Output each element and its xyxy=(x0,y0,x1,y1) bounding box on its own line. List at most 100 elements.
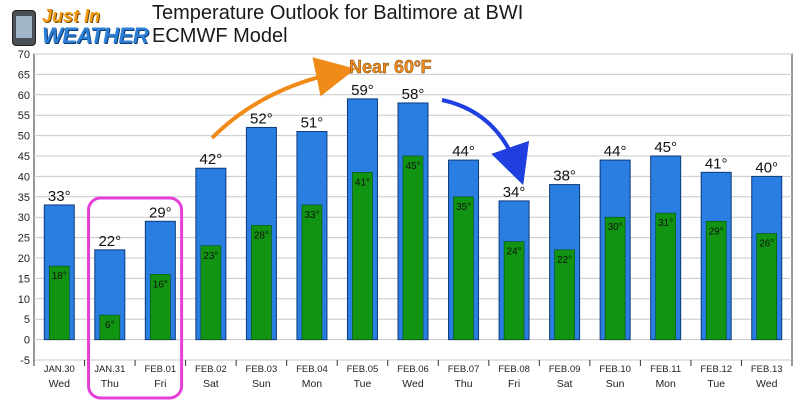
low-temp-label: 23° xyxy=(203,251,218,262)
phone-icon xyxy=(12,10,36,46)
y-tick-label: 30 xyxy=(18,212,30,224)
low-temp-bar xyxy=(352,172,373,340)
high-temp-label: 41° xyxy=(705,155,728,172)
y-tick-label: 0 xyxy=(24,335,30,347)
y-tick-label: -5 xyxy=(20,355,30,367)
high-temp-label: 40° xyxy=(755,159,778,176)
x-date-label: FEB.07 xyxy=(448,364,480,375)
arrow-down-icon xyxy=(441,98,530,186)
just-in-weather-logo: Just In WEATHER xyxy=(6,4,149,48)
x-day-label: Wed xyxy=(402,378,424,390)
low-temp-label: 30° xyxy=(608,222,623,233)
low-temp-bar xyxy=(503,241,525,340)
low-temp-label: 29° xyxy=(709,226,724,237)
low-temp-bar xyxy=(200,245,222,340)
high-temp-label: 58° xyxy=(402,86,425,103)
x-date-label: FEB.10 xyxy=(599,364,631,375)
y-tick-label: 55 xyxy=(18,110,30,122)
low-temp-bar xyxy=(48,265,70,340)
x-day-label: Sat xyxy=(557,378,573,390)
y-tick-label: 65 xyxy=(18,69,30,81)
low-temp-label: 16° xyxy=(153,279,168,290)
x-date-label: FEB.03 xyxy=(246,364,278,375)
x-date-label: FEB.06 xyxy=(397,364,429,375)
y-tick-label: 25 xyxy=(18,233,30,245)
low-temp-bar xyxy=(99,314,121,340)
x-day-label: Thu xyxy=(454,378,472,390)
high-temp-label: 44° xyxy=(452,143,475,160)
low-temp-label: 28° xyxy=(254,230,269,241)
near-60-annotation: Near 60ºF xyxy=(349,57,432,77)
x-date-label: FEB.12 xyxy=(700,364,732,375)
x-date-label: JAN.31 xyxy=(94,364,125,375)
low-temp-bar xyxy=(301,204,323,340)
low-temp-label: 33° xyxy=(304,210,319,221)
low-temp-bar xyxy=(604,216,626,340)
low-temp-label: 31° xyxy=(658,218,673,229)
low-temp-label: 22° xyxy=(557,255,572,266)
y-tick-label: 50 xyxy=(18,131,30,143)
low-temp-bar xyxy=(251,225,272,340)
chart-title-line-2: ECMWF Model xyxy=(152,25,288,47)
x-day-label: Mon xyxy=(655,378,676,390)
x-date-label: FEB.01 xyxy=(144,364,176,375)
low-temp-label: 18° xyxy=(52,271,67,282)
x-day-label: Wed xyxy=(756,378,778,390)
x-date-label: FEB.11 xyxy=(650,364,681,375)
high-temp-label: 38° xyxy=(553,168,576,185)
high-temp-label: 22° xyxy=(98,233,121,250)
chart-title: Temperature Outlook for Baltimore at BWI… xyxy=(152,2,523,48)
y-tick-label: 35 xyxy=(18,192,30,204)
logo-line-1: Just In xyxy=(42,6,101,26)
low-temp-bar xyxy=(554,249,575,340)
x-date-label: FEB.13 xyxy=(751,364,783,375)
chart-title-line-1: Temperature Outlook for Baltimore at BWI xyxy=(152,2,524,24)
high-temp-label: 51° xyxy=(301,115,324,132)
low-temp-label: 45° xyxy=(405,161,420,172)
x-date-label: FEB.08 xyxy=(498,364,530,375)
x-day-label: Wed xyxy=(49,378,71,390)
low-temp-bar xyxy=(705,220,727,340)
low-temp-label: 35° xyxy=(456,202,471,213)
low-temp-bar xyxy=(402,155,424,340)
y-tick-label: 45 xyxy=(18,151,30,163)
y-tick-label: 10 xyxy=(18,294,30,306)
y-tick-label: 5 xyxy=(24,314,30,326)
high-temp-label: 59° xyxy=(351,82,374,99)
x-day-label: Sun xyxy=(252,378,271,390)
high-temp-label: 52° xyxy=(250,110,273,127)
low-temp-bar xyxy=(150,274,171,340)
x-day-label: Sun xyxy=(606,378,625,390)
high-temp-label: 42° xyxy=(200,151,223,168)
high-temp-label: 33° xyxy=(48,188,71,205)
highlight-box xyxy=(87,196,184,400)
low-temp-label: 24° xyxy=(507,247,522,258)
high-temp-label: 44° xyxy=(604,143,627,160)
high-temp-label: 34° xyxy=(503,184,526,201)
x-day-label: Thu xyxy=(101,378,119,390)
x-date-label: FEB.04 xyxy=(296,364,328,375)
y-tick-label: 70 xyxy=(18,49,30,61)
arrow-up-icon xyxy=(210,57,356,140)
y-tick-label: 40 xyxy=(18,171,30,183)
logo-line-2: WEATHER xyxy=(42,23,149,48)
x-day-label: Tue xyxy=(354,378,372,390)
high-temp-label: 45° xyxy=(654,139,677,156)
x-date-label: JAN.30 xyxy=(44,364,75,375)
x-date-label: FEB.02 xyxy=(195,364,227,375)
high-temp-label: 29° xyxy=(149,204,172,221)
y-tick-label: 60 xyxy=(18,90,30,102)
low-temp-label: 6° xyxy=(105,320,115,331)
low-temp-bar xyxy=(756,233,778,340)
y-tick-label: 15 xyxy=(18,273,30,285)
low-temp-bar xyxy=(453,196,474,340)
low-temp-bar xyxy=(655,212,676,340)
x-date-label: FEB.09 xyxy=(549,364,581,375)
low-temp-label: 26° xyxy=(759,239,774,250)
x-day-label: Fri xyxy=(508,378,520,390)
low-temp-label: 41° xyxy=(355,177,370,188)
x-day-label: Fri xyxy=(154,378,166,390)
x-day-label: Tue xyxy=(707,378,725,390)
x-day-label: Mon xyxy=(302,378,323,390)
